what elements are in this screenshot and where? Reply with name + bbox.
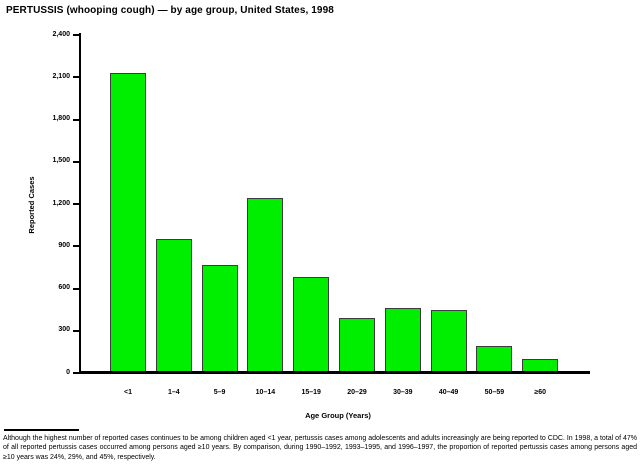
y-tick-label: 1,800 — [52, 115, 70, 122]
x-tick-label: 30–39 — [393, 389, 413, 396]
y-tick — [73, 287, 80, 290]
y-axis-line — [79, 33, 81, 374]
y-tick — [73, 203, 80, 205]
bar — [110, 73, 146, 373]
bar — [476, 346, 513, 373]
y-tick-label: 0 — [66, 368, 70, 376]
bar — [430, 309, 467, 373]
y-tick-label: 900 — [58, 241, 70, 249]
x-tick-label: ≥60 — [534, 389, 546, 396]
chart-title: PERTUSSIS (whooping cough) — by age grou… — [6, 5, 334, 16]
bar — [339, 318, 375, 373]
y-tick-label: 1,200 — [52, 199, 70, 207]
y-tick — [73, 118, 80, 121]
y-tick — [73, 372, 80, 374]
x-tick-label: 1–4 — [167, 389, 180, 396]
x-tick-label: 50–59 — [484, 389, 505, 396]
footnote-text: Although the highest number of reported … — [3, 435, 637, 461]
x-axis-title: Age Group (Years) — [305, 411, 371, 420]
y-tick-label: 1,500 — [52, 157, 70, 165]
y-tick — [73, 329, 80, 332]
y-tick — [73, 76, 80, 79]
bar — [384, 308, 421, 373]
y-tick-label: 300 — [58, 326, 70, 334]
y-tick-label: 600 — [58, 284, 70, 291]
footnote-rule — [4, 429, 79, 431]
x-tick-label: <1 — [124, 389, 132, 396]
y-tick — [73, 245, 80, 248]
x-tick-label: 5–9 — [213, 389, 226, 396]
x-axis-line — [79, 371, 590, 374]
bar — [201, 264, 238, 373]
y-tick — [73, 160, 80, 163]
x-tick-label: 20–29 — [347, 389, 367, 396]
x-tick-label: 10–14 — [255, 389, 276, 396]
bar — [293, 277, 330, 373]
y-tick — [73, 34, 80, 36]
x-tick-label: 15–19 — [301, 389, 321, 396]
y-axis-title: Reported Cases — [27, 176, 36, 234]
bar — [247, 198, 284, 373]
x-tick-label: 40–49 — [438, 389, 459, 396]
y-tick-label: 2,400 — [52, 30, 70, 38]
y-tick-label: 2,100 — [52, 72, 70, 80]
bar — [155, 239, 192, 373]
